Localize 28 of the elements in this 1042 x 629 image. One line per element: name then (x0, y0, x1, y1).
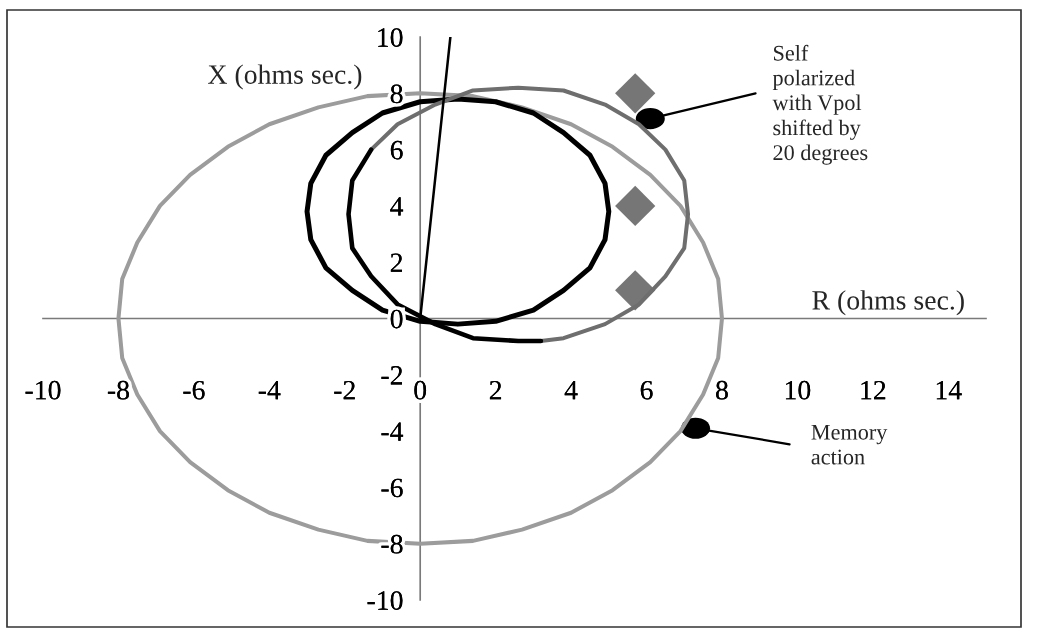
x-tick-label: 2 (489, 380, 502, 400)
y-tick-label: -4 (381, 422, 404, 441)
x-tick-label: -10 (25, 380, 61, 400)
y-tick-label: 10 (378, 28, 403, 47)
y-tick-label: 0 (390, 309, 403, 329)
x-tick-label: -6 (183, 380, 205, 400)
x-tick-label: 14 (936, 380, 962, 400)
y-tick-label: 2 (390, 253, 402, 272)
x-tick-label: -2 (334, 380, 355, 400)
y-tick-label: 8 (390, 84, 403, 104)
y-tick-label: 6 (390, 140, 403, 160)
x-tick-label: 10 (785, 380, 811, 400)
x-tick-label: -4 (258, 381, 281, 400)
y-tick-label: -8 (381, 534, 403, 554)
x-tick-label: 12 (861, 380, 886, 400)
x-tick-label: 6 (640, 380, 653, 400)
x-axis-title: R (ohms sec.) (812, 290, 964, 316)
y-tick-label: -6 (381, 478, 403, 498)
x-tick-label: 8 (716, 380, 728, 400)
annotation: Memory action (811, 424, 888, 465)
y-tick-label: -10 (367, 591, 403, 610)
x-tick-label: 0 (414, 380, 427, 400)
x-tick-label: 4 (564, 381, 578, 400)
y-tick-label: -2 (381, 366, 402, 385)
y-tick-label: 4 (390, 197, 404, 216)
y-axis-title: X (ohms sec.) (208, 64, 362, 90)
x-tick-label: -8 (107, 380, 129, 400)
annotation: Self polarized with Vpol shifted by 20 degrees (772, 44, 868, 165)
